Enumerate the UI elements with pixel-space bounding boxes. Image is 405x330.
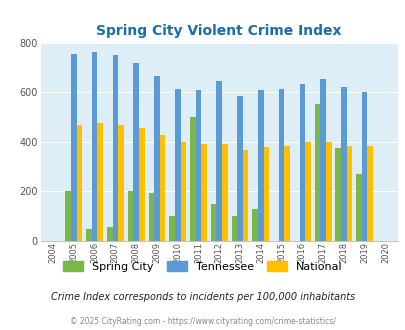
Bar (314, 104, 320, 241)
Bar (92, 51, 97, 241)
Bar (195, 90, 201, 241)
Bar (340, 87, 346, 241)
Bar (231, 216, 237, 241)
Bar (133, 63, 139, 241)
Bar (148, 193, 154, 241)
Bar (175, 89, 180, 241)
Bar (77, 125, 82, 241)
Bar (325, 142, 331, 241)
Bar (263, 147, 269, 241)
Bar (335, 148, 340, 241)
Bar (71, 54, 77, 241)
Bar (284, 146, 289, 241)
Text: Crime Index corresponds to incidents per 100,000 inhabitants: Crime Index corresponds to incidents per… (51, 292, 354, 302)
Bar (278, 89, 284, 241)
Bar (65, 191, 71, 241)
Bar (139, 128, 144, 241)
Bar (190, 117, 195, 241)
Bar (355, 174, 361, 241)
Bar (154, 76, 159, 241)
Bar (252, 209, 257, 241)
Bar (216, 81, 222, 241)
Bar (118, 125, 124, 241)
Bar (346, 146, 352, 241)
Bar (361, 92, 367, 241)
Bar (222, 145, 227, 241)
Bar (97, 123, 103, 241)
Bar (107, 227, 112, 241)
Bar (112, 55, 118, 241)
Bar (299, 84, 305, 241)
Bar (257, 90, 263, 241)
Bar (180, 142, 185, 241)
Bar (242, 150, 248, 241)
Bar (201, 145, 207, 241)
Bar (305, 142, 310, 241)
Bar (210, 204, 216, 241)
Bar (86, 228, 92, 241)
Bar (169, 216, 175, 241)
Bar (320, 79, 325, 241)
Bar (128, 191, 133, 241)
Text: © 2025 CityRating.com - https://www.cityrating.com/crime-statistics/: © 2025 CityRating.com - https://www.city… (70, 317, 335, 326)
Bar (159, 135, 165, 241)
Bar (237, 96, 242, 241)
Title: Spring City Violent Crime Index: Spring City Violent Crime Index (96, 23, 341, 38)
Bar (367, 146, 372, 241)
Legend: Spring City, Tennessee, National: Spring City, Tennessee, National (59, 256, 346, 276)
